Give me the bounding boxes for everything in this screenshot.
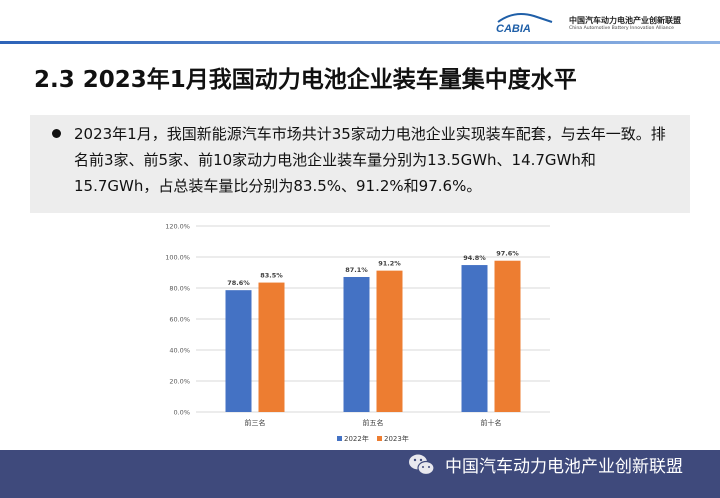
cabia-logo: CABIA — [496, 13, 553, 34]
y-tick-label: 60.0% — [169, 316, 190, 324]
data-label: 97.6% — [496, 250, 519, 258]
data-label: 78.6% — [227, 279, 250, 287]
bar-chart: 0.0% 20.0% 40.0% 60.0% 80.0% 100.0% 120.0% 78.6… — [165, 223, 550, 443]
x-tick-label: 前十名 — [481, 418, 502, 427]
bar-2022年 — [461, 265, 488, 412]
footer-band — [0, 450, 720, 498]
bar-2022年 — [343, 276, 370, 412]
org-name-en: China Automotive Battery Innovation Alli… — [569, 26, 674, 31]
data-label: 94.8% — [463, 254, 486, 262]
slide-title: 2.3 2023年1月我国动力电池企业装车量集中度水平 — [34, 67, 577, 93]
footer-text: 中国汽车动力电池产业创新联盟 — [445, 457, 683, 477]
legend-label: 2023年 — [384, 434, 409, 443]
x-tick-label: 前五名 — [363, 418, 384, 427]
bullet-dot — [52, 129, 61, 138]
bar-2022年 — [225, 290, 252, 412]
bullet-box: 2023年1月，我国新能源汽车市场共计35家动力电池企业实现装车配套，与去年一致… — [30, 115, 690, 213]
data-label: 83.5% — [260, 272, 283, 280]
y-tick-label: 80.0% — [169, 285, 190, 293]
legend-swatch — [337, 436, 342, 441]
bar-2023年 — [376, 270, 403, 412]
bar-2023年 — [494, 260, 521, 412]
svg-text:CABIA: CABIA — [496, 23, 531, 34]
y-tick-label: 20.0% — [169, 378, 190, 386]
y-tick-label: 100.0% — [165, 254, 190, 262]
data-label: 91.2% — [378, 260, 401, 268]
data-label: 87.1% — [345, 266, 368, 274]
legend-label: 2022年 — [344, 434, 369, 443]
y-tick-label: 40.0% — [169, 347, 190, 355]
legend-swatch — [377, 436, 382, 441]
x-tick-label: 前三名 — [245, 418, 266, 427]
y-tick-label: 120.0% — [165, 223, 190, 231]
wechat-icon — [409, 454, 435, 476]
bullet-text: 2023年1月，我国新能源汽车市场共计35家动力电池企业实现装车配套，与去年一致… — [74, 125, 666, 195]
y-tick-label: 0.0% — [173, 409, 190, 417]
header-divider — [0, 41, 720, 44]
bar-2023年 — [258, 282, 285, 412]
org-name: 中国汽车动力电池产业创新联盟 — [569, 16, 681, 25]
chart-panel: 0.0% 20.0% 40.0% 60.0% 80.0% 100.0% 120.0% 78.6… — [155, 218, 555, 450]
